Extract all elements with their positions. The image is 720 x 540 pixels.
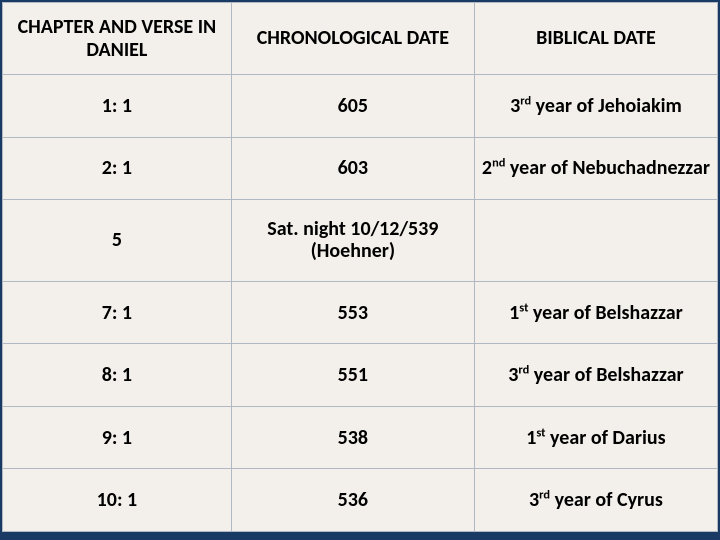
col-header-chron: CHRONOLOGICAL DATE (231, 3, 474, 75)
table-row: 8: 1 551 3rd year of Belshazzar (3, 344, 718, 407)
cell-chron: 538 (231, 406, 474, 469)
cell-biblical: 1st year of Darius (474, 406, 717, 469)
header-row: CHAPTER AND VERSE IN DANIEL CHRONOLOGICA… (3, 3, 718, 75)
cell-chron: 605 (231, 75, 474, 138)
cell-biblical: 3rd year of Jehoiakim (474, 75, 717, 138)
cell-chron: 603 (231, 137, 474, 200)
cell-biblical: 2nd year of Nebuchadnezzar (474, 137, 717, 200)
daniel-table: CHAPTER AND VERSE IN DANIEL CHRONOLOGICA… (2, 2, 718, 532)
cell-biblical: 3rd year of Belshazzar (474, 344, 717, 407)
cell-biblical (474, 200, 717, 282)
cell-verse: 9: 1 (3, 406, 232, 469)
cell-verse: 10: 1 (3, 469, 232, 532)
table-row: 10: 1 536 3rd year of Cyrus (3, 469, 718, 532)
col-header-biblical: BIBLICAL DATE (474, 3, 717, 75)
cell-verse: 1: 1 (3, 75, 232, 138)
table-row: 9: 1 538 1st year of Darius (3, 406, 718, 469)
page-wrap: CHAPTER AND VERSE IN DANIEL CHRONOLOGICA… (0, 0, 720, 540)
cell-chron: 536 (231, 469, 474, 532)
cell-chron: Sat. night 10/12/539 (Hoehner) (231, 200, 474, 282)
table-row: 1: 1 605 3rd year of Jehoiakim (3, 75, 718, 138)
cell-verse: 5 (3, 200, 232, 282)
cell-biblical: 3rd year of Cyrus (474, 469, 717, 532)
cell-chron: 553 (231, 281, 474, 344)
cell-chron: 551 (231, 344, 474, 407)
table-row: 2: 1 603 2nd year of Nebuchadnezzar (3, 137, 718, 200)
table-row: 7: 1 553 1st year of Belshazzar (3, 281, 718, 344)
cell-verse: 8: 1 (3, 344, 232, 407)
cell-verse: 2: 1 (3, 137, 232, 200)
cell-verse: 7: 1 (3, 281, 232, 344)
table-row: 5 Sat. night 10/12/539 (Hoehner) (3, 200, 718, 282)
col-header-verse: CHAPTER AND VERSE IN DANIEL (3, 3, 232, 75)
table-body: 1: 1 605 3rd year of Jehoiakim 2: 1 603 … (3, 75, 718, 532)
cell-biblical: 1st year of Belshazzar (474, 281, 717, 344)
